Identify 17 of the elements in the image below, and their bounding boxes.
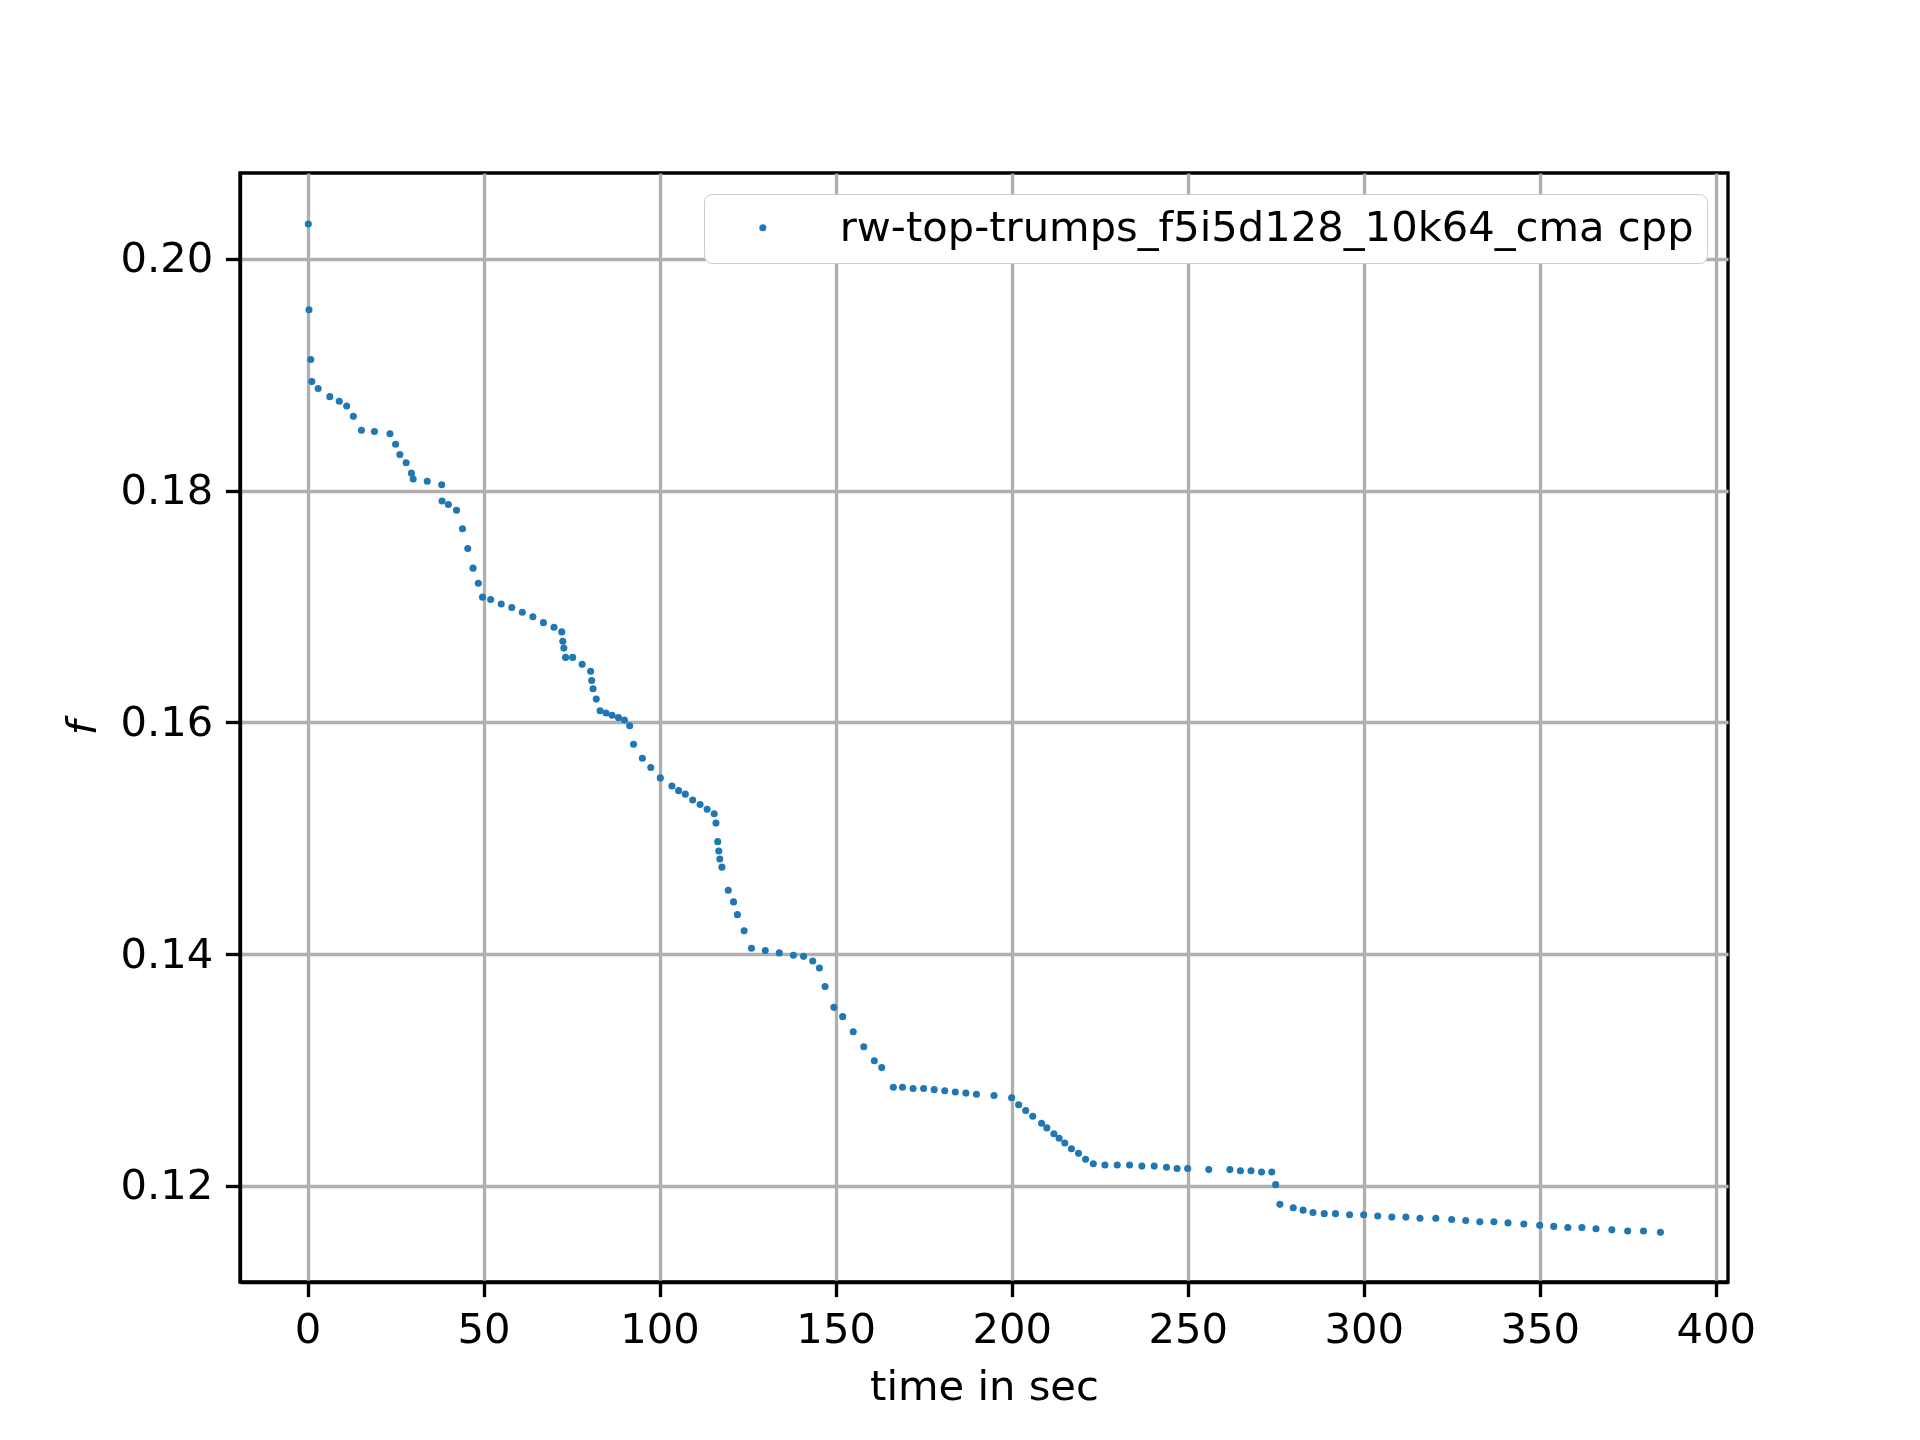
legend-label: rw-top-trumps_f5i5d128_10k64_cma cpp <box>839 201 1694 251</box>
x-tick-label: 350 <box>1500 1303 1580 1353</box>
x-tick-label: 0 <box>294 1303 322 1353</box>
x-tick-label: 50 <box>457 1303 511 1353</box>
y-tick-label: 0.20 <box>120 233 214 283</box>
y-tick-label: 0.16 <box>120 696 214 746</box>
x-tick-label: 400 <box>1676 1303 1756 1353</box>
x-axis-title: time in sec <box>870 1361 1099 1411</box>
y-tick-label: 0.14 <box>120 928 214 978</box>
x-tick-label: 100 <box>620 1303 700 1353</box>
x-tick-label: 300 <box>1324 1303 1404 1353</box>
y-tick-label: 0.12 <box>120 1160 214 1210</box>
x-tick-label: 250 <box>1148 1303 1228 1353</box>
y-axis-title: f <box>56 715 106 736</box>
x-tick-label: 150 <box>796 1303 876 1353</box>
y-tick-label: 0.18 <box>120 465 214 515</box>
x-tick-label: 200 <box>972 1303 1052 1353</box>
